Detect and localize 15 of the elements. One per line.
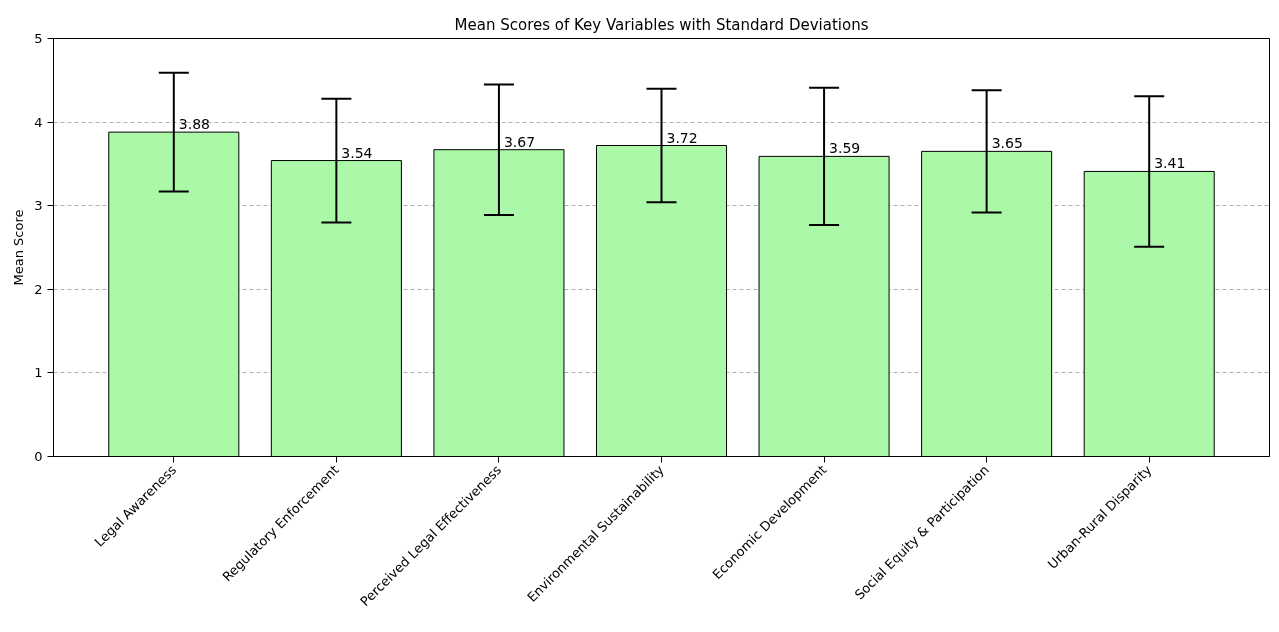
chart-title: Mean Scores of Key Variables with Standard Deviations xyxy=(454,15,869,34)
data-label: 3.72 xyxy=(666,129,698,146)
data-label: 3.88 xyxy=(178,116,210,133)
y-axis-title: Mean Score xyxy=(11,209,27,286)
y-tick-label: 3 xyxy=(34,198,43,214)
data-label: 3.41 xyxy=(1154,155,1186,172)
data-label: 3.54 xyxy=(341,144,373,161)
y-tick-label: 0 xyxy=(34,449,43,464)
data-label: 3.59 xyxy=(829,140,861,157)
y-tick-label: 5 xyxy=(34,31,43,46)
y-tick-label: 1 xyxy=(34,365,43,381)
data-label: 3.65 xyxy=(991,135,1023,152)
y-tick-label: 2 xyxy=(34,281,43,297)
y-tick-label: 4 xyxy=(34,114,43,130)
data-label: 3.67 xyxy=(503,133,536,150)
